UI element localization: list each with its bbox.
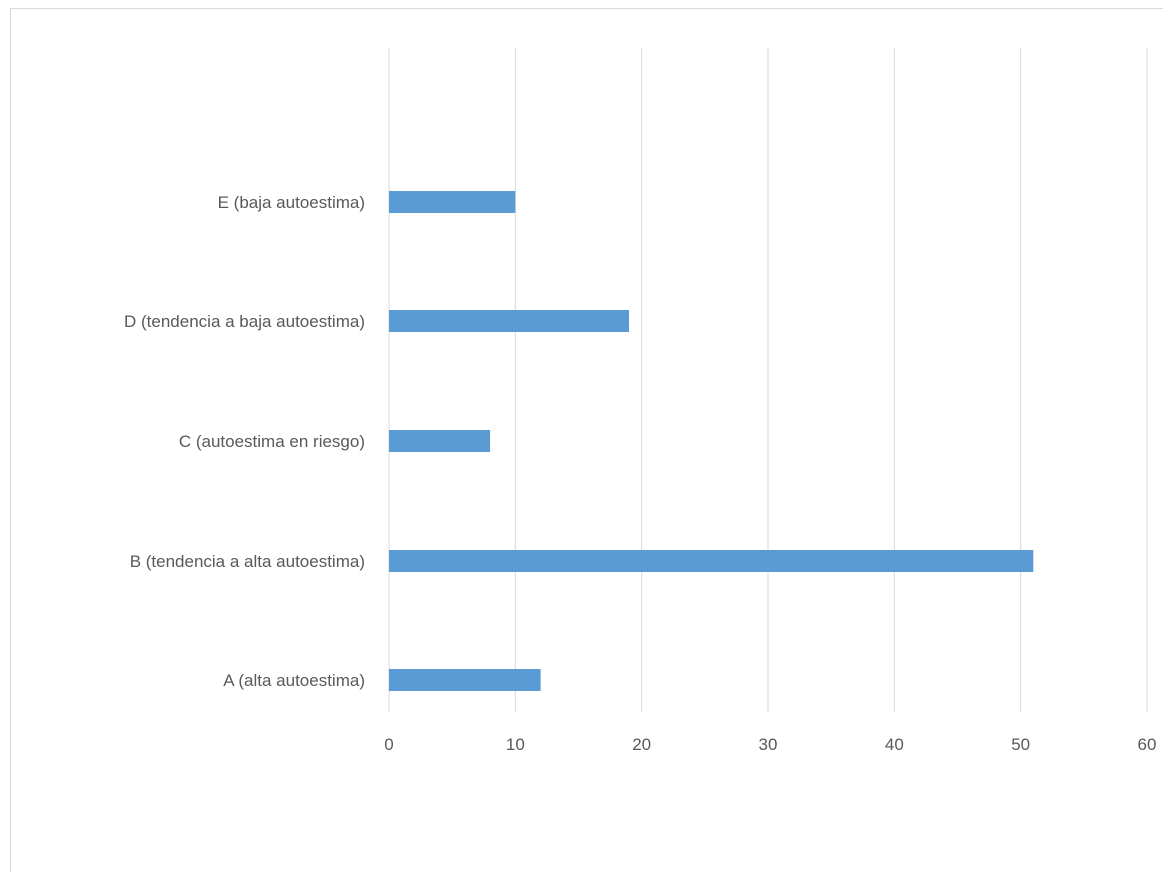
gridlines <box>388 48 1148 712</box>
x-tick-label: 50 <box>1011 735 1030 754</box>
chart-frame <box>10 8 1163 872</box>
x-tick-label: 0 <box>384 735 393 754</box>
category-label: A (alta autoestima) <box>223 671 365 690</box>
bars <box>389 191 1034 691</box>
bar-e <box>389 191 516 213</box>
x-tick-label: 30 <box>759 735 778 754</box>
x-tick-labels: 0 10 20 30 40 50 60 <box>384 735 1156 754</box>
category-label: B (tendencia a alta autoestima) <box>130 552 365 571</box>
x-tick-label: 10 <box>506 735 525 754</box>
bar-a <box>389 669 541 691</box>
bar-b <box>389 550 1034 572</box>
bar-c <box>389 430 491 452</box>
category-label: D (tendencia a baja autoestima) <box>124 312 365 331</box>
x-tick-label: 20 <box>632 735 651 754</box>
bar-d <box>389 310 630 332</box>
x-tick-label: 40 <box>885 735 904 754</box>
category-labels: A (alta autoestima) B (tendencia a alta a… <box>124 193 365 690</box>
x-tick-label: 60 <box>1138 735 1157 754</box>
category-label: C (autoestima en riesgo) <box>179 432 365 451</box>
category-label: E (baja autoestima) <box>218 193 365 212</box>
